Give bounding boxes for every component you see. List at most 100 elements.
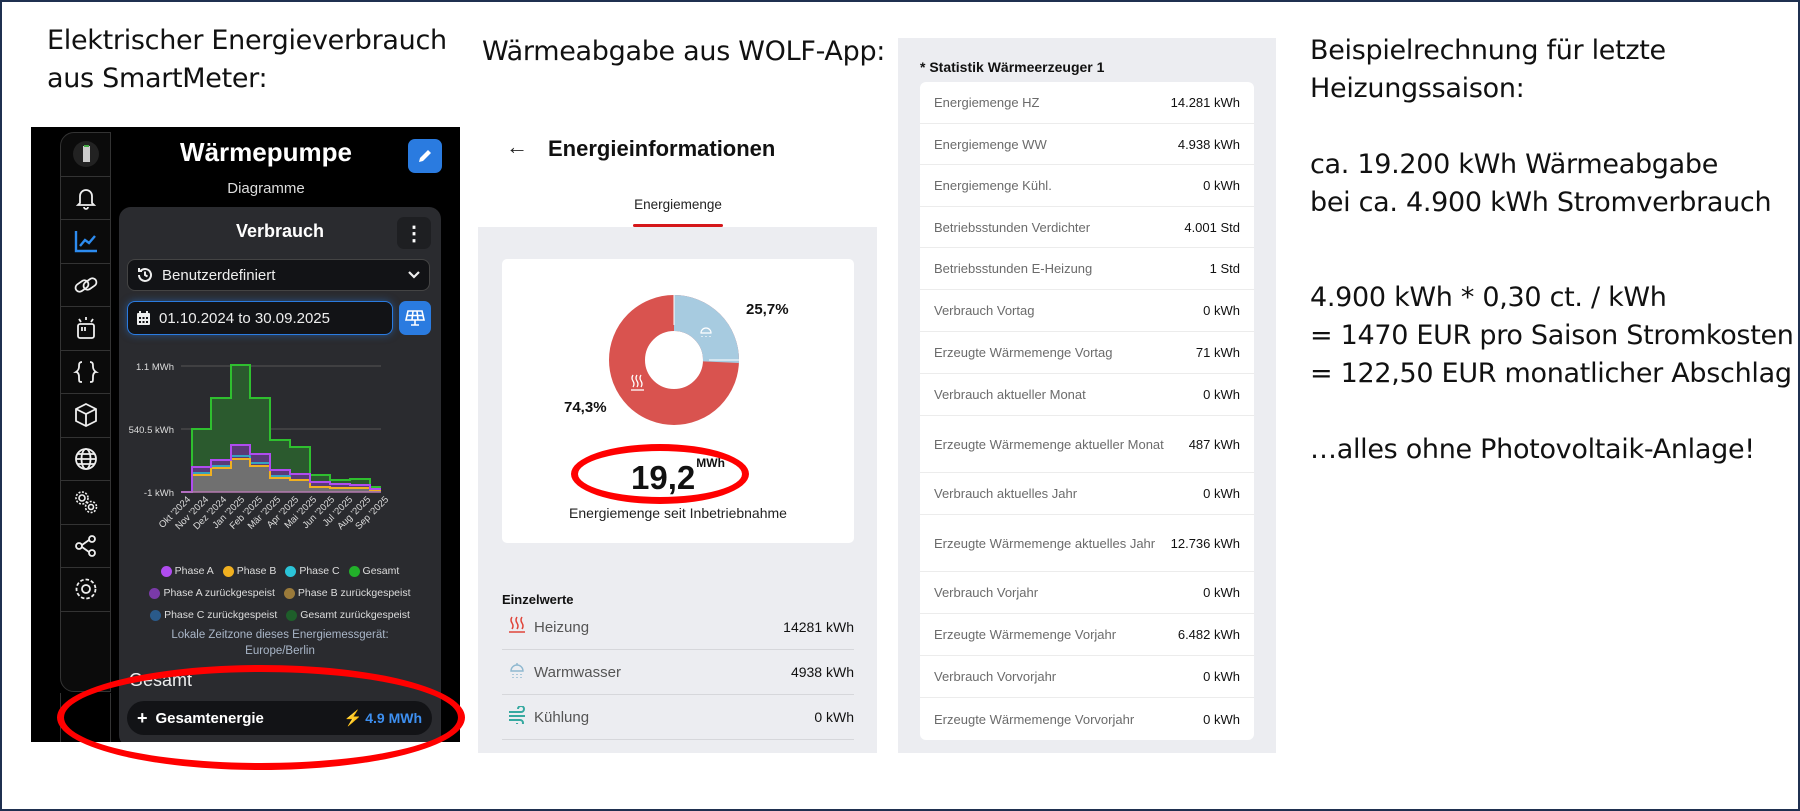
- section-heading: Einzelwerte: [502, 592, 574, 607]
- text-line: …alles ohne Photovoltaik-Anlage!: [1310, 434, 1755, 465]
- water-percentage: 25,7%: [746, 301, 789, 318]
- sidebar-item-device[interactable]: [61, 133, 110, 177]
- alert-light-icon: [76, 317, 95, 340]
- stat-label: Verbrauch Vorjahr: [934, 585, 1039, 600]
- card-title: Verbrauch: [235, 221, 325, 241]
- row-label: Kühlung: [534, 708, 590, 726]
- stat-label: Erzeugte Wärmemenge Vorjahr: [934, 627, 1117, 642]
- tab-energiemenge[interactable]: Energiemenge: [634, 197, 722, 212]
- stat-label: Erzeugte Wärmemenge aktueller Monat: [934, 436, 1164, 452]
- wolf-heading: Wärmeabgabe aus WOLF-App:: [482, 36, 886, 67]
- stat-row: Energiemenge Kühl. 0 kWh: [920, 165, 1254, 207]
- legend-dot-icon: [285, 566, 297, 577]
- text-line: = 122,50 EUR monatlicher Abschlag: [1310, 358, 1792, 389]
- smartmeter-screenshot: Wärmepumpe Diagramme Verbrauch ⋮ Benutze…: [31, 127, 460, 742]
- heading-line: Elektrischer Energieverbrauch: [47, 25, 447, 56]
- stat-row: Verbrauch aktueller Monat 0 kWh: [920, 374, 1254, 416]
- date-range-input[interactable]: 01.10.2024 to 30.09.2025: [127, 301, 393, 335]
- stat-value: 1 Std: [1209, 261, 1240, 276]
- stat-row: Betriebsstunden E-Heizung 1 Std: [920, 248, 1254, 290]
- stat-row: Erzeugte Wärmemenge Vortag 71 kWh: [920, 332, 1254, 374]
- stat-value: 487 kWh: [1188, 436, 1240, 452]
- pencil-icon: [419, 150, 431, 162]
- stat-value: 0 kWh: [1203, 486, 1240, 501]
- stat-row: Energiemenge WW 4.938 kWh: [920, 124, 1254, 165]
- shower-icon: [508, 661, 534, 683]
- kebab-icon: ⋮: [404, 222, 424, 245]
- legend-item[interactable]: Phase B: [222, 562, 276, 581]
- total-heading: Gesamt: [129, 670, 193, 690]
- legend-label: Phase C zurückgespeist: [164, 609, 278, 621]
- legend-item[interactable]: Gesamt: [348, 562, 399, 581]
- timezone-value: Europe/Berlin: [245, 645, 315, 657]
- sidebar-item-share[interactable]: [61, 525, 110, 568]
- stat-row: Verbrauch Vorvorjahr 0 kWh: [920, 656, 1254, 698]
- cube-icon: [74, 403, 97, 428]
- stat-value: 0 kWh: [1203, 669, 1240, 684]
- device-icon: [72, 141, 99, 168]
- stat-value: 12.736 kWh: [1170, 535, 1240, 551]
- legend-item[interactable]: Phase A zurückgespeist: [149, 584, 275, 603]
- sidebar-item-notifications[interactable]: [61, 177, 110, 220]
- stat-row: Erzeugte Wärmemenge aktueller Monat 487 k…: [920, 416, 1254, 473]
- sidebar: [60, 132, 111, 742]
- stat-value: 0 kWh: [1203, 303, 1240, 318]
- row-value: 0 kWh: [814, 709, 854, 725]
- legend-dot-icon: [160, 566, 172, 577]
- legend-dot-icon: [150, 610, 162, 621]
- legend-label: Phase A zurückgespeist: [163, 587, 275, 599]
- heading-line: aus SmartMeter:: [47, 63, 268, 94]
- solar-panel-icon: [405, 310, 425, 326]
- stat-row: Erzeugte Wärmemenge aktuelles Jahr 12.736…: [920, 515, 1254, 572]
- total-energy: 19,2MWh: [502, 456, 854, 497]
- legend-item[interactable]: Phase A: [160, 562, 214, 581]
- sidebar-item-charts[interactable]: [61, 220, 110, 264]
- legend-item[interactable]: Phase C: [285, 562, 340, 581]
- sidebar-item-modules[interactable]: [61, 394, 110, 438]
- wolf-header: ← Energieinformationen Energiemenge: [478, 120, 877, 227]
- legend-item[interactable]: Gesamt zurückgespeist: [286, 606, 410, 625]
- legend-label: Phase C: [299, 565, 340, 577]
- total-energy-value: 19,2: [631, 459, 696, 496]
- history-icon: [138, 267, 152, 282]
- sidebar-item-links[interactable]: [61, 264, 110, 307]
- legend-item[interactable]: Phase C zurückgespeist: [150, 606, 277, 625]
- sidebar-item-scripts[interactable]: [61, 351, 110, 394]
- range-select[interactable]: Benutzerdefiniert: [127, 259, 430, 291]
- sidebar-item-settings[interactable]: [61, 568, 110, 612]
- stat-row: Energiemenge HZ 14.281 kWh: [920, 82, 1254, 124]
- smartmeter-heading: Elektrischer Energieverbrauch aus SmartM…: [47, 22, 447, 98]
- stat-label: Verbrauch Vorvorjahr: [934, 669, 1057, 684]
- total-energy-row[interactable]: + Gesamtenergie ⚡ 4.9 MWh: [127, 701, 432, 735]
- stat-value: 0 kWh: [1203, 387, 1240, 402]
- text-line: 4.900 kWh * 0,30 ct. / kWh: [1310, 282, 1667, 313]
- text-line: Beispielrechnung für letzte: [1310, 35, 1666, 66]
- stat-value: 4.938 kWh: [1177, 136, 1240, 152]
- heat-generator-statistics: * Statistik Wärmeerzeuger 1 Energiemenge…: [898, 38, 1276, 753]
- stat-label: Energiemenge WW: [934, 136, 1047, 152]
- solar-toggle-button[interactable]: [399, 301, 431, 335]
- sidebar-item-network[interactable]: [61, 438, 110, 481]
- consumption-chart: 1.1 MWh 540.5 kWh -1 kWh Okt '2024 Nov '…: [129, 362, 392, 532]
- back-button[interactable]: ←: [506, 134, 528, 160]
- edit-button[interactable]: [408, 139, 442, 173]
- legend-label: Phase A: [174, 565, 214, 577]
- more-options-button[interactable]: ⋮: [397, 217, 431, 249]
- sidebar-item-advanced[interactable]: [61, 481, 110, 525]
- wolf-body: 25,7% 74,3% 19,2MWh Energiemenge seit In…: [478, 227, 877, 753]
- legend-dot-icon: [222, 566, 234, 577]
- text-line: Heizungssaison:: [1310, 73, 1525, 104]
- row-value: 4938 kWh: [790, 664, 854, 680]
- heating-icon: [508, 616, 534, 638]
- chart-legend: Phase A Phase B Phase C Gesamt Phase A z…: [119, 562, 441, 628]
- wolf-app-screenshot: ← Energieinformationen Energiemenge 25,7…: [478, 120, 877, 753]
- sidebar-item-alarm[interactable]: [61, 307, 110, 351]
- range-select-value: Benutzerdefiniert: [162, 266, 276, 284]
- total-energy-label: Gesamtenergie: [155, 709, 264, 727]
- total-energy-unit: MWh: [696, 456, 725, 470]
- stat-value: 0 kWh: [1203, 711, 1240, 727]
- legend-item[interactable]: Phase B zurückgespeist: [283, 584, 411, 603]
- stat-label: Verbrauch aktuelles Jahr: [934, 486, 1078, 501]
- row-label: Warmwasser: [534, 663, 621, 681]
